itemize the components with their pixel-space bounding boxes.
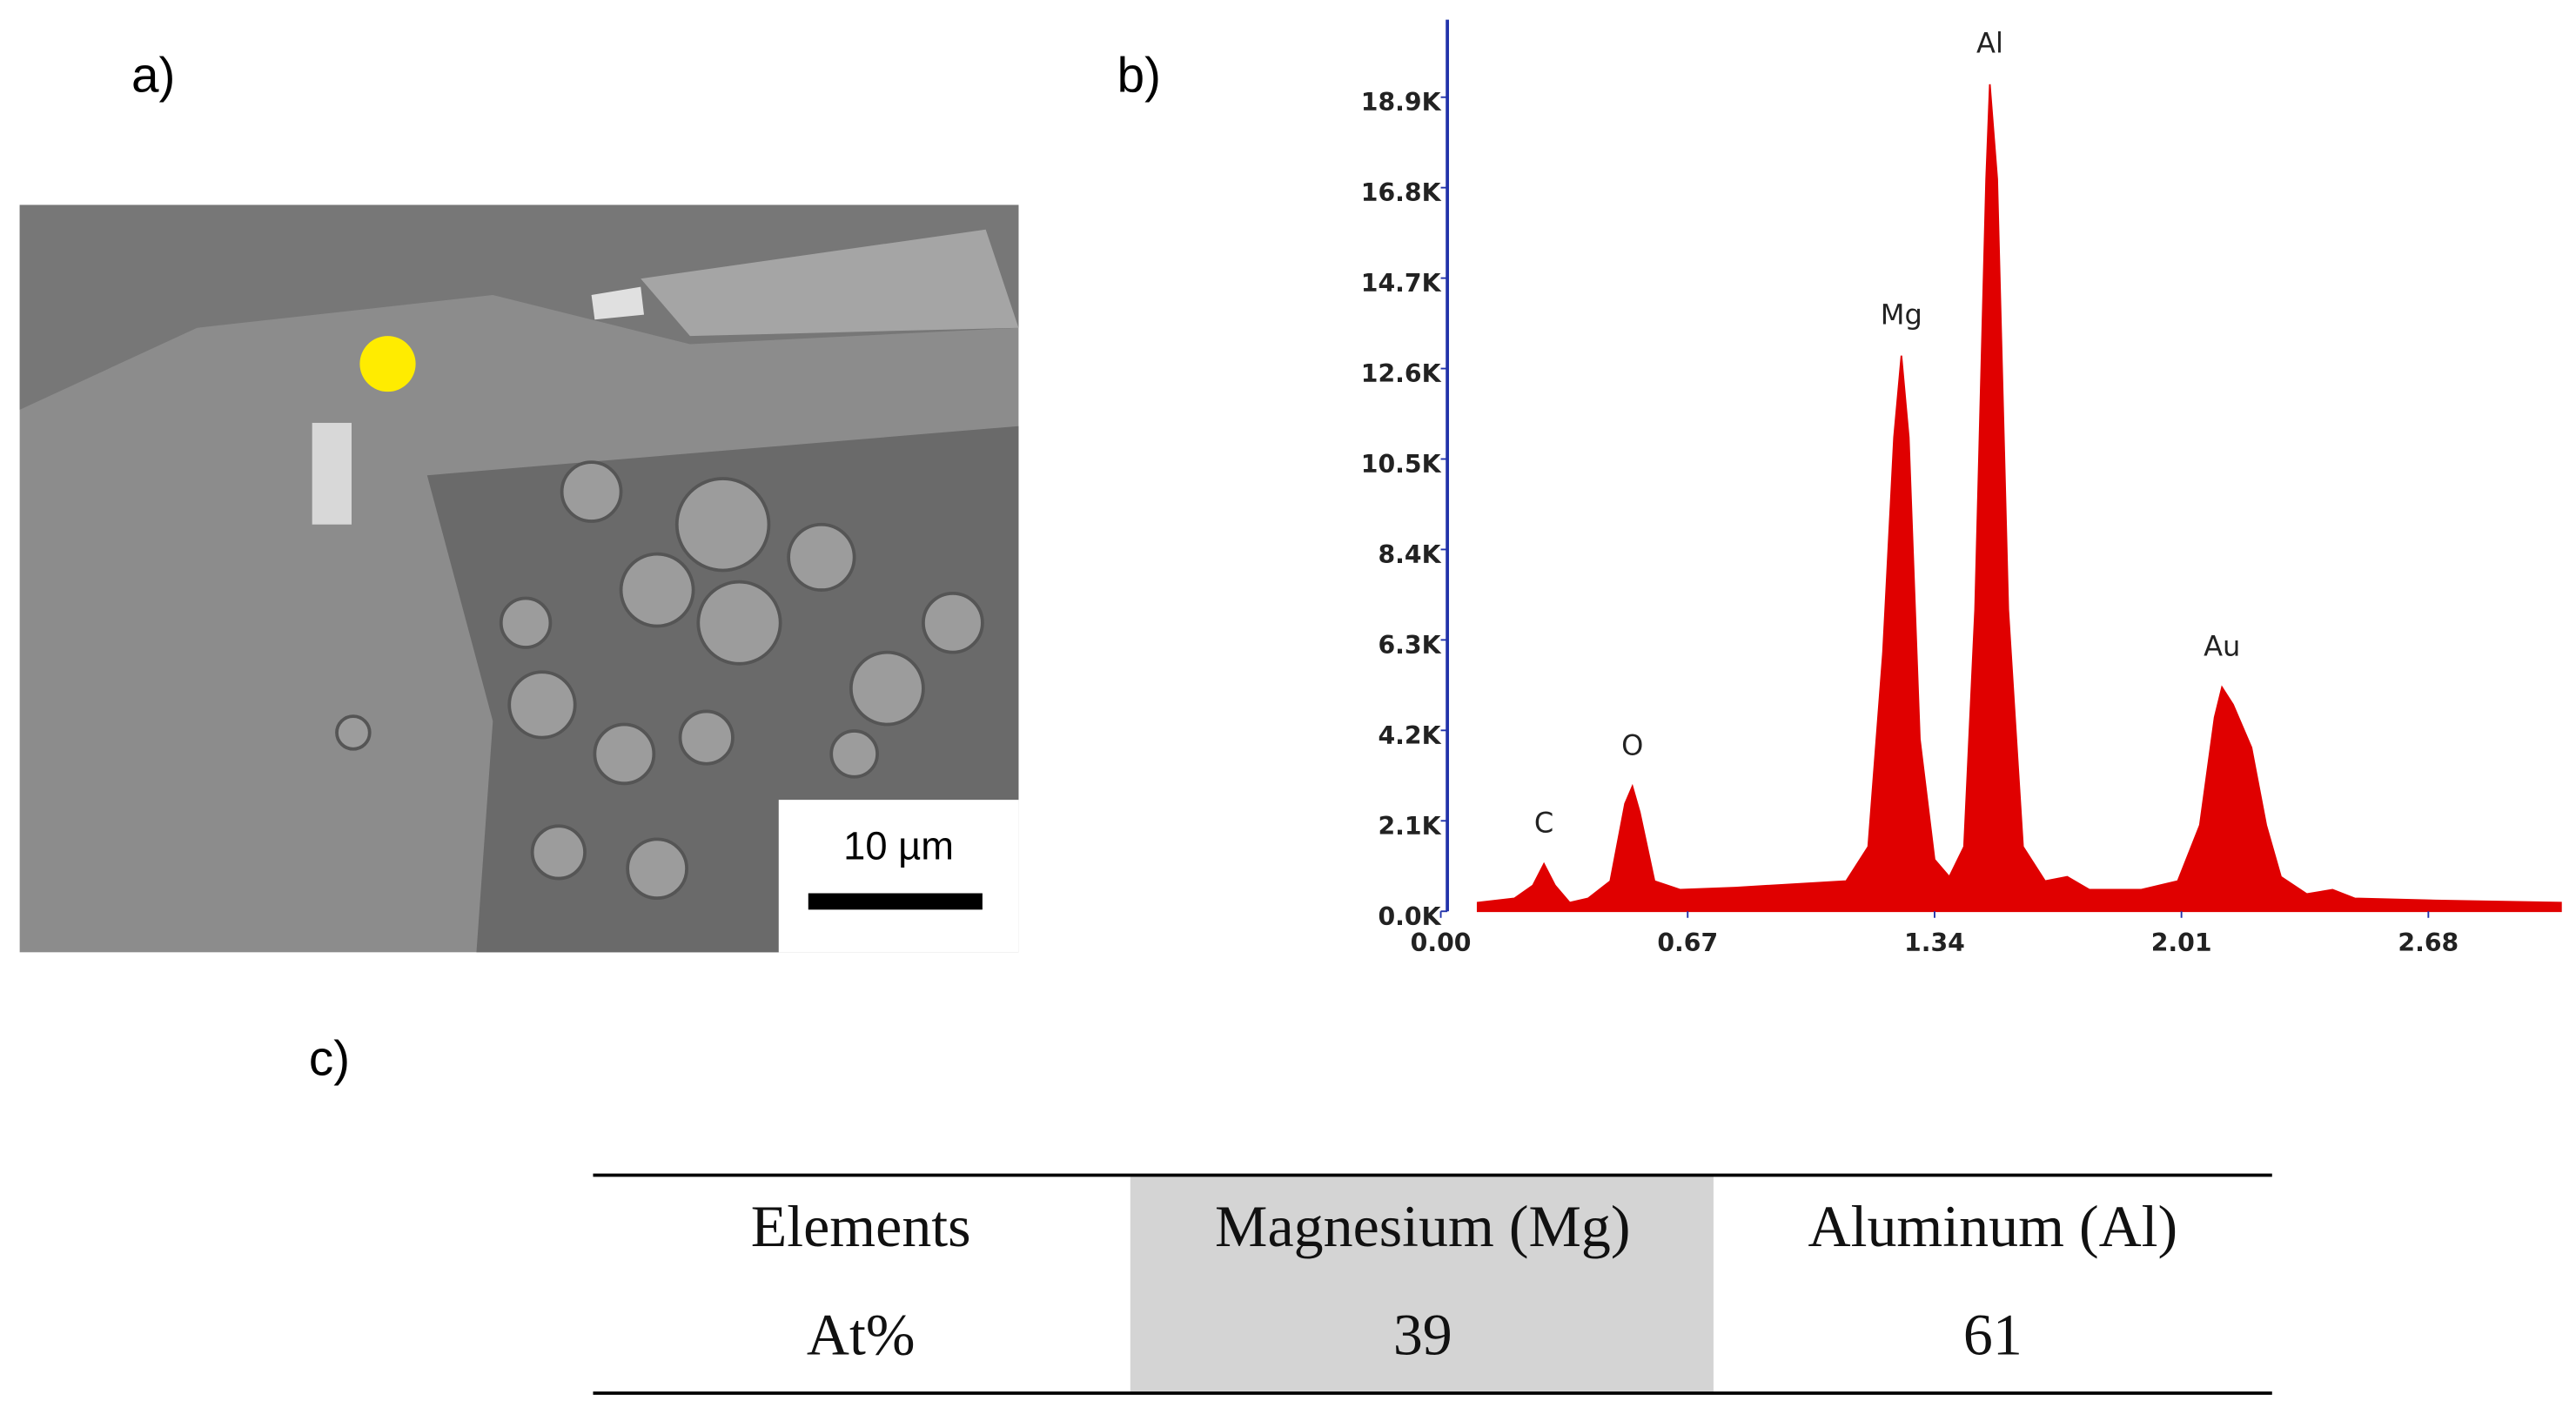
peak-label: Al	[1976, 27, 2003, 60]
peak-label: O	[1621, 729, 1643, 762]
panel-label: c)	[309, 1030, 350, 1085]
panel-label: b)	[1117, 47, 1161, 102]
table-cell: 61	[1963, 1302, 2023, 1367]
y-tick-label: 0.0K	[1378, 902, 1441, 931]
table-cell: At%	[807, 1302, 916, 1367]
y-tick-label: 6.3K	[1378, 631, 1441, 660]
y-tick-label: 16.8K	[1361, 178, 1442, 207]
y-tick-label: 10.5K	[1361, 450, 1442, 479]
spectrum-chart: 0.0K 2.1K 4.2K 6.3K 8.4K 10.5K 12.6K 14.7K 16.8K…	[1361, 19, 2562, 957]
x-tick-label: 0.00	[1411, 928, 1472, 957]
peak-label: Mg	[1881, 298, 1922, 332]
y-tick-label: 18.9K	[1361, 88, 1442, 117]
x-tick-label: 2.68	[2398, 928, 2459, 957]
x-tick-label: 2.01	[2151, 928, 2212, 957]
table-cell: 39	[1393, 1302, 1452, 1367]
table-header: Elements	[751, 1194, 971, 1259]
table: Elements Magnesium (Mg) Aluminum (Al) At% 39…	[593, 1173, 2272, 1395]
spectrum-area	[1476, 84, 2562, 913]
y-tick-label: 2.1K	[1378, 812, 1441, 841]
scale-bar-label: 10 µm	[843, 824, 954, 868]
peak-label: C	[1534, 807, 1553, 840]
highlight-cell	[1130, 1176, 1714, 1392]
y-tick-label: 12.6K	[1361, 359, 1442, 388]
sem-image	[19, 204, 1019, 953]
table-header: Magnesium (Mg)	[1215, 1194, 1630, 1259]
panel-label: a)	[131, 47, 175, 102]
y-tick-label: 8.4K	[1378, 540, 1441, 569]
x-tick-label: 1.34	[1904, 928, 1965, 957]
y-tick-label: 4.2K	[1378, 721, 1441, 750]
peak-label: Au	[2204, 630, 2240, 663]
y-tick-label: 14.7K	[1361, 269, 1442, 298]
table-header: Aluminum (Al)	[1808, 1194, 2178, 1259]
x-tick-label: 0.67	[1657, 928, 1718, 957]
